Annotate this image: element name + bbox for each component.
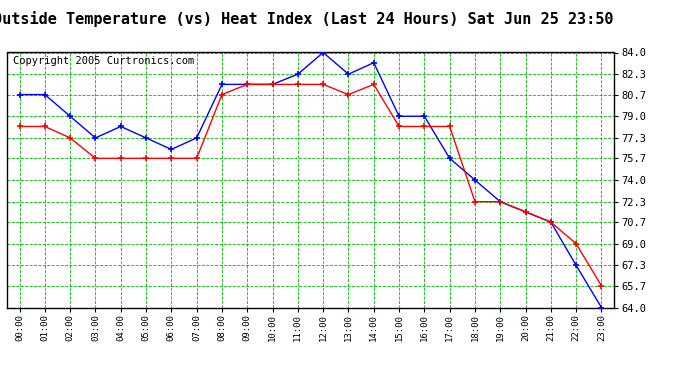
Text: Copyright 2005 Curtronics.com: Copyright 2005 Curtronics.com <box>13 56 194 66</box>
Text: Outside Temperature (vs) Heat Index (Last 24 Hours) Sat Jun 25 23:50: Outside Temperature (vs) Heat Index (Las… <box>0 11 614 27</box>
